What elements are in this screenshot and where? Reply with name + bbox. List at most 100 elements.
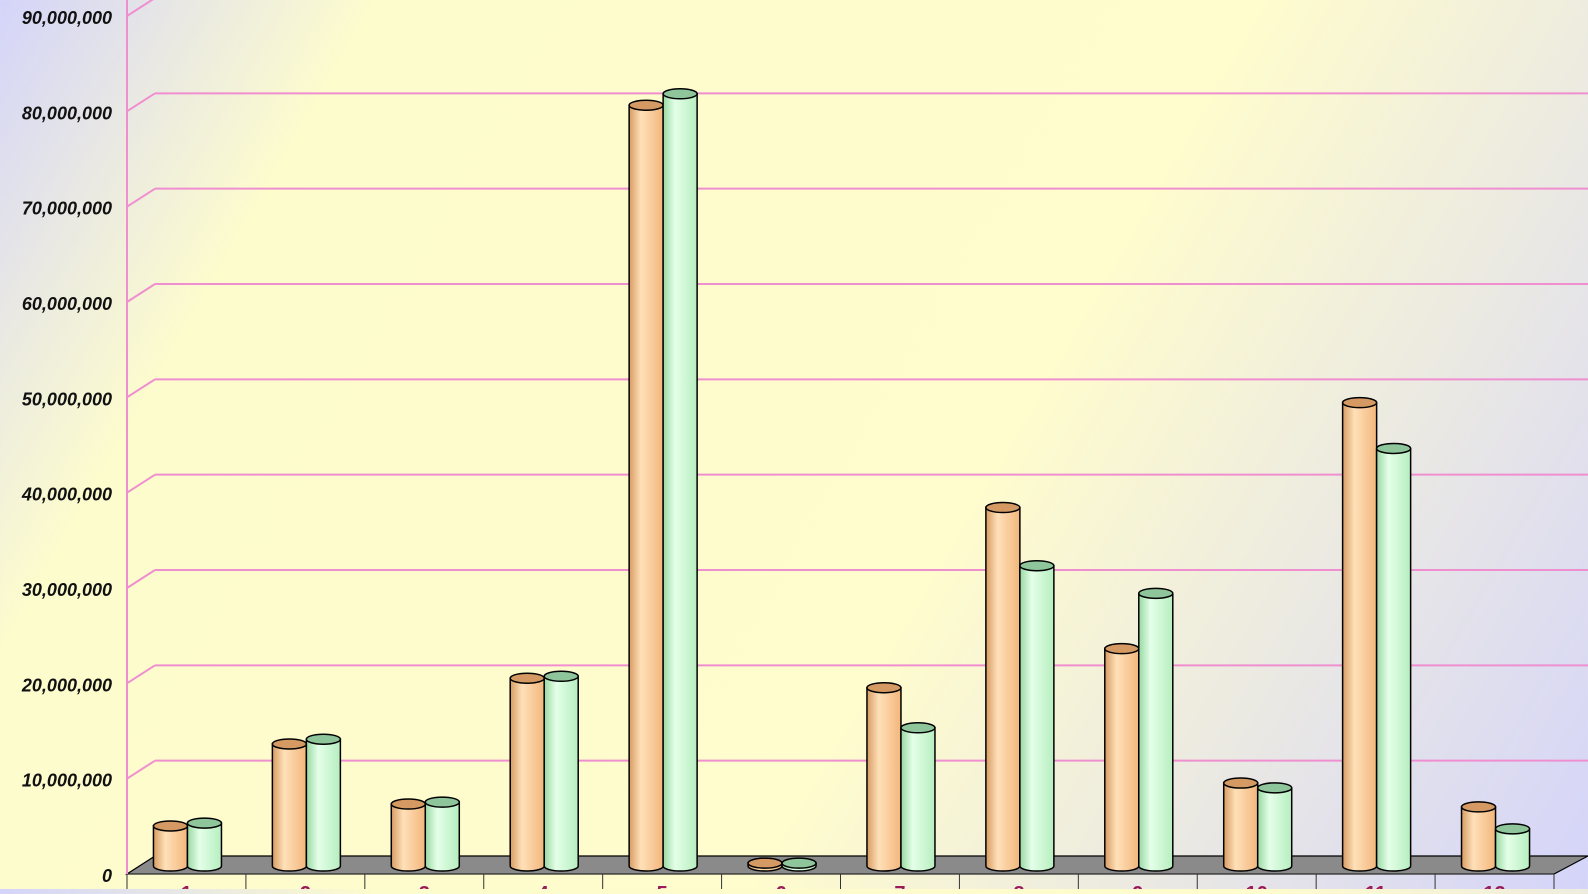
bar-body — [1256, 787, 1293, 872]
bar-top — [781, 857, 817, 869]
bar-body — [271, 743, 308, 872]
x-tick-label: 2 — [300, 883, 311, 889]
x-tick-label: 1 — [181, 883, 192, 889]
bar-series-2 — [662, 88, 698, 872]
x-tick-label: 5 — [657, 883, 668, 889]
bar-body — [1460, 806, 1497, 872]
bar-body — [1019, 564, 1055, 872]
bar-series-2 — [1019, 559, 1055, 872]
bar-series-1 — [1341, 396, 1378, 872]
bar-series-1 — [1104, 642, 1140, 872]
axes — [126, 0, 1555, 889]
y-tick-label: 70,000,000 — [22, 199, 112, 219]
bar-series-2 — [900, 722, 936, 872]
bar-body — [186, 822, 223, 872]
bar-top — [305, 733, 342, 745]
gridline-diagonal — [126, 378, 156, 399]
bar-top — [186, 817, 223, 829]
bar-series-2 — [1375, 442, 1412, 872]
bar-series-2 — [1138, 587, 1174, 872]
grid-layer — [126, 0, 1588, 780]
tick-labels: 0 10,000,000 20,000,000 30,000,000 40,000,00… — [21, 8, 1506, 894]
bar-top — [390, 798, 427, 810]
x-tick-label: 9 — [1132, 883, 1143, 889]
bar-top — [985, 501, 1021, 514]
gridline-diagonal — [126, 92, 156, 113]
bar-top — [866, 681, 902, 694]
bar-series-2 — [186, 817, 223, 872]
bar-body — [1138, 592, 1174, 872]
bar-series-2 — [781, 857, 817, 872]
bar-top — [747, 857, 783, 869]
bar-top — [662, 88, 698, 100]
y-tick-label: 20,000,000 — [21, 675, 112, 695]
bar-body — [509, 677, 545, 872]
y-tick-label: 80,000,000 — [22, 103, 112, 123]
bar-body — [305, 738, 342, 872]
bar-body — [1341, 401, 1378, 872]
y-tick-label: 0 — [102, 866, 112, 886]
x-tick-label: 3 — [419, 883, 430, 889]
bar-top — [1341, 396, 1378, 409]
bar-body — [424, 801, 461, 872]
bars — [152, 88, 1531, 872]
x-tick-label: 8 — [1013, 883, 1024, 889]
y-tick-label: 90,000,000 — [22, 8, 112, 28]
bar-top — [1104, 642, 1140, 655]
y-tick-label: 60,000,000 — [22, 294, 112, 314]
bar-series-1 — [985, 501, 1021, 872]
bar-series-2 — [1494, 823, 1531, 872]
bar-body — [866, 686, 902, 872]
bar-series-2 — [424, 796, 461, 872]
x-tick-label: 10 — [1246, 883, 1268, 889]
y-tick-label: 30,000,000 — [22, 580, 112, 600]
gridline-diagonal — [126, 0, 154, 17]
bar-top — [1460, 801, 1497, 813]
bar-series-2 — [1256, 782, 1293, 872]
gridline-diagonal — [126, 473, 156, 494]
gridline-diagonal — [126, 759, 156, 780]
y-tick-label: 40,000,000 — [21, 485, 112, 505]
bar-top — [1375, 442, 1412, 455]
bar-body — [1375, 447, 1412, 872]
x-tick-label: 12 — [1483, 883, 1505, 889]
bar-body — [1222, 782, 1259, 872]
gridline-diagonal — [126, 569, 156, 589]
bar-series-1 — [390, 798, 427, 872]
bar-body — [1494, 828, 1531, 872]
bar-series-1 — [866, 681, 902, 872]
bar-top — [900, 722, 936, 734]
bar-top — [1019, 559, 1055, 572]
bar-body — [543, 675, 579, 872]
bar-body — [152, 825, 189, 872]
x-tick-label: 7 — [894, 883, 905, 889]
bar-series-1 — [628, 99, 664, 872]
y-tick-label: 10,000,000 — [22, 771, 112, 791]
bar-series-1 — [747, 857, 783, 872]
bar-series-1 — [1222, 777, 1259, 872]
bar-series-2 — [305, 733, 342, 872]
bar-top — [424, 796, 461, 808]
bar-top — [509, 672, 545, 684]
x-tick-label: 11 — [1365, 883, 1386, 889]
bar-body — [985, 506, 1021, 872]
bar-body — [390, 803, 427, 872]
gridline-diagonal — [126, 664, 156, 685]
bar-top — [1138, 587, 1174, 600]
bar-body — [662, 93, 698, 872]
bar-top — [1494, 823, 1531, 835]
x-tick-label: 4 — [538, 883, 550, 889]
y-tick-label: 50,000,000 — [22, 389, 112, 409]
bar-top — [628, 99, 664, 111]
bar-series-2 — [543, 670, 579, 872]
bar-top — [1222, 777, 1259, 789]
bar-body — [1104, 647, 1140, 872]
gridline-diagonal — [126, 187, 156, 208]
bar-series-1 — [152, 820, 189, 872]
bar-body — [900, 727, 936, 872]
bar-top — [1256, 782, 1293, 794]
gridline-diagonal — [126, 283, 156, 303]
bar-top — [152, 820, 189, 832]
